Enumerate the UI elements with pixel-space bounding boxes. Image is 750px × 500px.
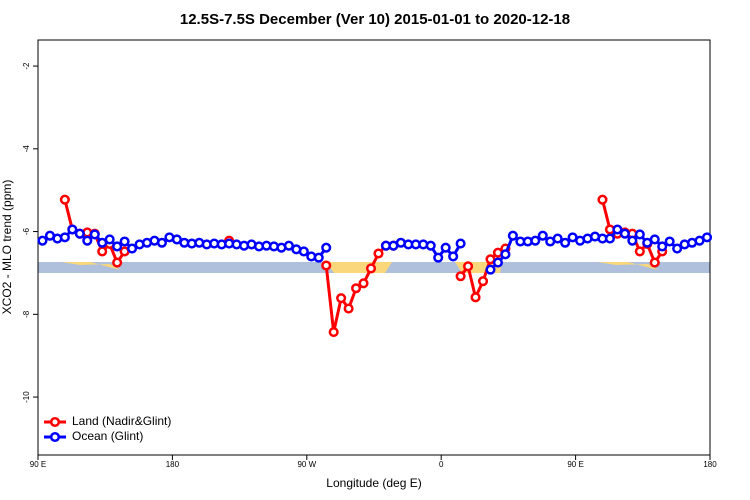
x-tick-label: 90 E [567, 460, 583, 469]
x-tick-label: 90 W [297, 460, 316, 469]
data-point [470, 292, 481, 303]
data-point [500, 249, 511, 260]
y-tick-label: -10 [22, 391, 31, 403]
data-point [328, 327, 339, 338]
y-tick-label: -2 [22, 62, 31, 70]
data-point [455, 238, 466, 249]
data-point [156, 237, 167, 248]
data-point [627, 235, 638, 246]
plot-frame [37, 39, 711, 456]
data-point [298, 246, 309, 257]
data-point [127, 243, 138, 254]
data-point [433, 252, 444, 263]
data-point [463, 261, 474, 272]
data-point [664, 236, 675, 247]
data-point [97, 246, 108, 257]
data-point [560, 237, 571, 248]
y-axis-label: XCO2 - MLO trend (ppm) [0, 180, 14, 315]
data-point [321, 260, 332, 271]
data-point [82, 235, 93, 246]
x-tick-label: 180 [703, 460, 717, 469]
data-point [612, 224, 623, 235]
data-point [321, 242, 332, 253]
y-tick-label: -6 [22, 227, 31, 235]
data-point [336, 293, 347, 304]
data-point [619, 228, 630, 239]
data-point [89, 229, 100, 240]
data-point [358, 278, 369, 289]
x-tick-label: 180 [166, 460, 180, 469]
data-point [649, 234, 660, 245]
data-point [477, 276, 489, 287]
data-point [351, 283, 362, 294]
data-point [597, 194, 608, 205]
data-point [530, 235, 541, 246]
legend-label: Ocean (Glint) [72, 429, 143, 443]
data-point [365, 263, 377, 274]
data-point [112, 257, 123, 268]
y-tick-label: -4 [22, 145, 31, 153]
data-point [649, 257, 660, 268]
data-point [112, 241, 123, 252]
data-point [634, 246, 645, 257]
land-strip [326, 262, 392, 273]
data-point [283, 240, 294, 251]
data-point [507, 230, 518, 241]
data-point [552, 233, 563, 244]
data-point [448, 251, 459, 262]
data-point [657, 241, 668, 252]
data-point [67, 224, 78, 235]
land-strip [62, 262, 120, 270]
data-point [425, 240, 436, 251]
data-point [74, 228, 85, 239]
data-point [343, 303, 354, 314]
data-point [104, 234, 115, 245]
data-point [119, 236, 130, 247]
data-point [59, 232, 70, 243]
data-point [492, 257, 503, 268]
legend-label: Land (Nadir&Glint) [72, 414, 171, 428]
x-tick-label: 0 [439, 460, 444, 469]
data-point [440, 242, 451, 253]
data-point [455, 271, 466, 282]
data-point [701, 232, 713, 243]
data-point [672, 243, 683, 254]
legend-marker [49, 431, 61, 443]
data-point [37, 235, 48, 246]
chart-title: 12.5S-7.5S December (Ver 10) 2015-01-01 … [180, 11, 570, 28]
data-point [313, 252, 324, 263]
data-point [59, 194, 70, 205]
x-tick-label: 90 E [30, 460, 46, 469]
data-point [537, 230, 548, 241]
data-point [604, 233, 615, 244]
data-point [634, 229, 645, 240]
legend-marker [49, 416, 61, 428]
data-point [485, 264, 496, 275]
x-axis-label: Longitude (deg E) [326, 476, 421, 490]
land-strip [598, 262, 658, 270]
data-point [373, 248, 384, 259]
y-tick-label: -8 [22, 310, 31, 318]
